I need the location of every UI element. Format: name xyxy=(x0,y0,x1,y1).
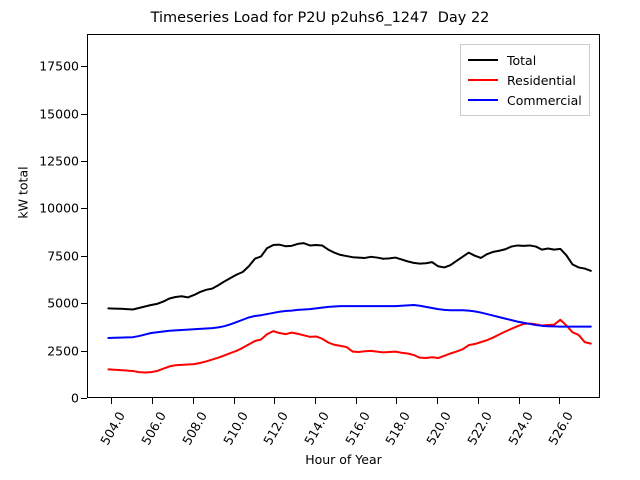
series-line-residential xyxy=(107,318,592,374)
y-axis-tick-label: 5000 xyxy=(47,295,79,311)
legend-item: Residential xyxy=(468,70,582,90)
y-axis-tick-mark xyxy=(81,66,87,68)
legend-label: Residential xyxy=(507,72,576,88)
series-lines xyxy=(107,242,592,374)
x-axis-tick-mark xyxy=(396,398,398,404)
x-axis-label: Hour of Year xyxy=(305,452,382,467)
x-axis-tick-mark xyxy=(111,398,113,404)
series-line-total xyxy=(107,242,592,311)
legend-label: Commercial xyxy=(507,92,582,108)
x-axis-tick-label: 522.0 xyxy=(463,409,495,448)
chart-title: Timeseries Load for P2U p2uhs6_1247 Day … xyxy=(150,10,490,26)
y-axis-tick-label: 7500 xyxy=(47,248,79,264)
x-axis-tick-label: 512.0 xyxy=(260,409,292,448)
x-axis-tick-mark xyxy=(233,398,235,404)
y-axis-tick-mark xyxy=(81,161,87,163)
x-axis-tick-label: 516.0 xyxy=(341,409,373,448)
x-axis-tick-mark xyxy=(477,398,479,404)
y-axis-label: kW total xyxy=(15,166,31,219)
x-axis-tick-label: 514.0 xyxy=(301,409,332,448)
x-axis-tick-mark xyxy=(437,398,439,404)
series-line-commercial xyxy=(107,303,592,339)
y-axis-tick-mark xyxy=(81,303,87,305)
x-axis-tick-label: 510.0 xyxy=(219,409,251,448)
legend-item: Total xyxy=(468,50,582,70)
legend-color-swatch xyxy=(468,99,498,101)
legend-color-swatch xyxy=(468,79,498,81)
x-axis-tick-label: 508.0 xyxy=(178,409,210,448)
x-axis-tick-label: 506.0 xyxy=(138,409,170,448)
y-axis-tick-label: 10000 xyxy=(39,200,79,216)
x-axis-tick-label: 504.0 xyxy=(97,409,129,448)
x-axis-tick-mark xyxy=(192,398,194,404)
chart-legend: Total Residential Commercial xyxy=(460,44,590,116)
x-axis-tick-mark xyxy=(315,398,316,404)
y-axis-tick-label: 17500 xyxy=(39,58,79,74)
legend-label: Total xyxy=(507,52,537,68)
y-axis-tick-mark xyxy=(81,113,87,115)
legend-item: Commercial xyxy=(468,90,582,110)
y-axis-tick-mark xyxy=(81,350,87,352)
x-axis-tick-mark xyxy=(274,398,276,404)
y-axis-tick-label: 12500 xyxy=(39,153,79,169)
y-axis-tick-label: 2500 xyxy=(47,343,79,359)
x-axis-tick-label: 524.0 xyxy=(504,409,536,448)
y-axis-tick-mark xyxy=(81,255,87,257)
y-axis-tick-label: 0 xyxy=(71,390,79,406)
x-axis-tick-label: 526.0 xyxy=(545,409,577,448)
y-axis-tick-mark xyxy=(81,208,87,210)
x-axis-tick-label: 518.0 xyxy=(382,409,414,448)
y-axis-tick-label: 15000 xyxy=(39,106,79,122)
x-axis-tick-mark xyxy=(355,398,357,404)
x-axis-tick-mark xyxy=(152,398,154,404)
x-axis-tick-mark xyxy=(518,398,520,404)
y-axis-tick-mark xyxy=(81,398,87,399)
x-axis-tick-mark xyxy=(559,398,561,404)
y-axis-tick-labels: 0 2500 5000 7500 10000 12500 15000 17500 xyxy=(0,0,79,480)
x-axis-tick-label: 520.0 xyxy=(423,409,455,448)
legend-color-swatch xyxy=(468,59,498,61)
